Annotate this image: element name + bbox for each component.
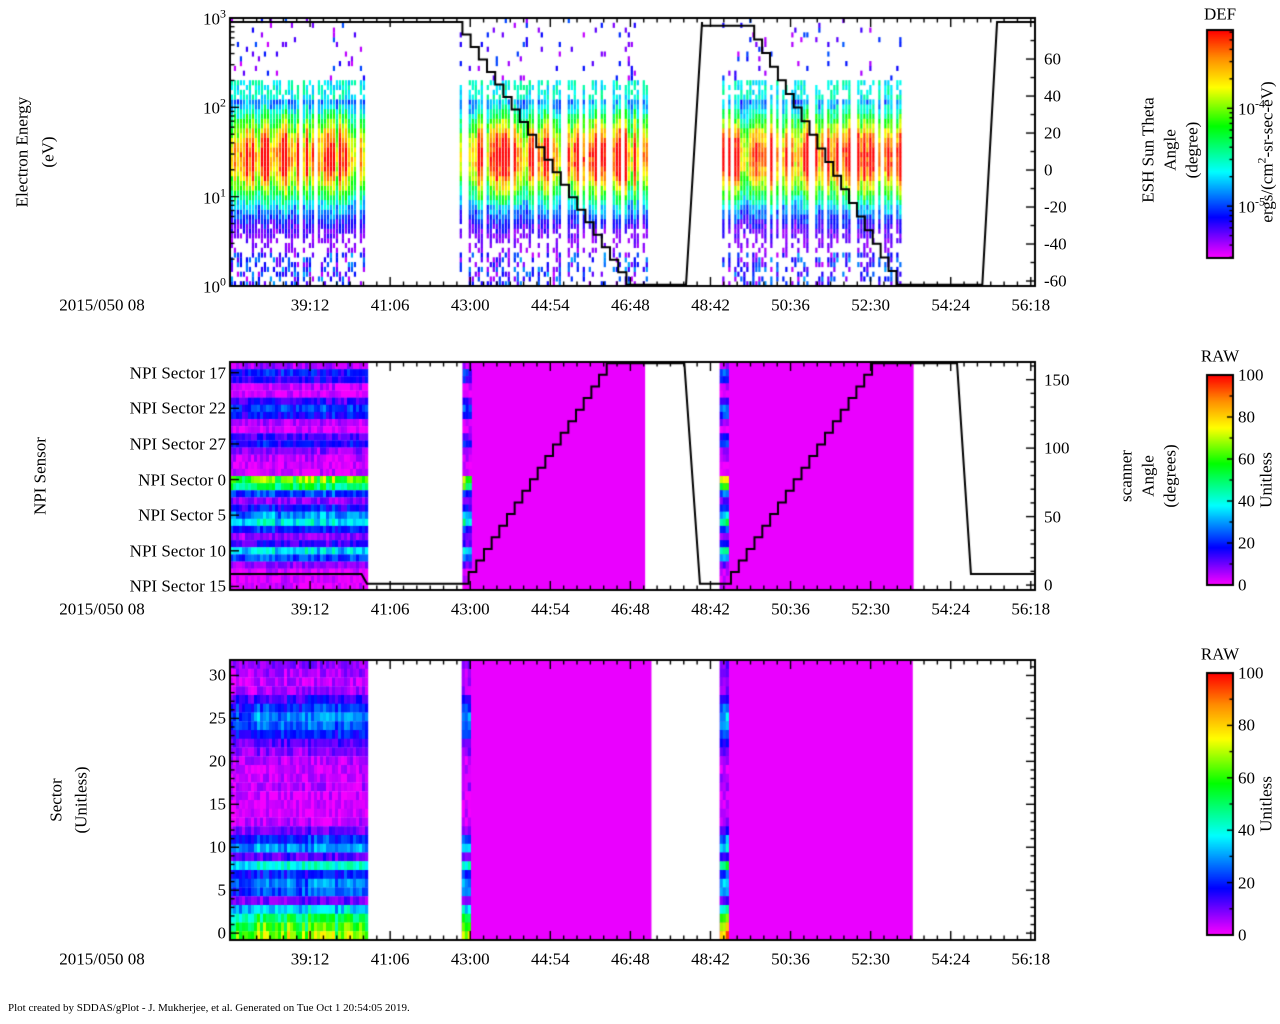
plot-credit-text: Plot created by SDDAS/gPlot - J. Mukherj… <box>8 1002 410 1014</box>
